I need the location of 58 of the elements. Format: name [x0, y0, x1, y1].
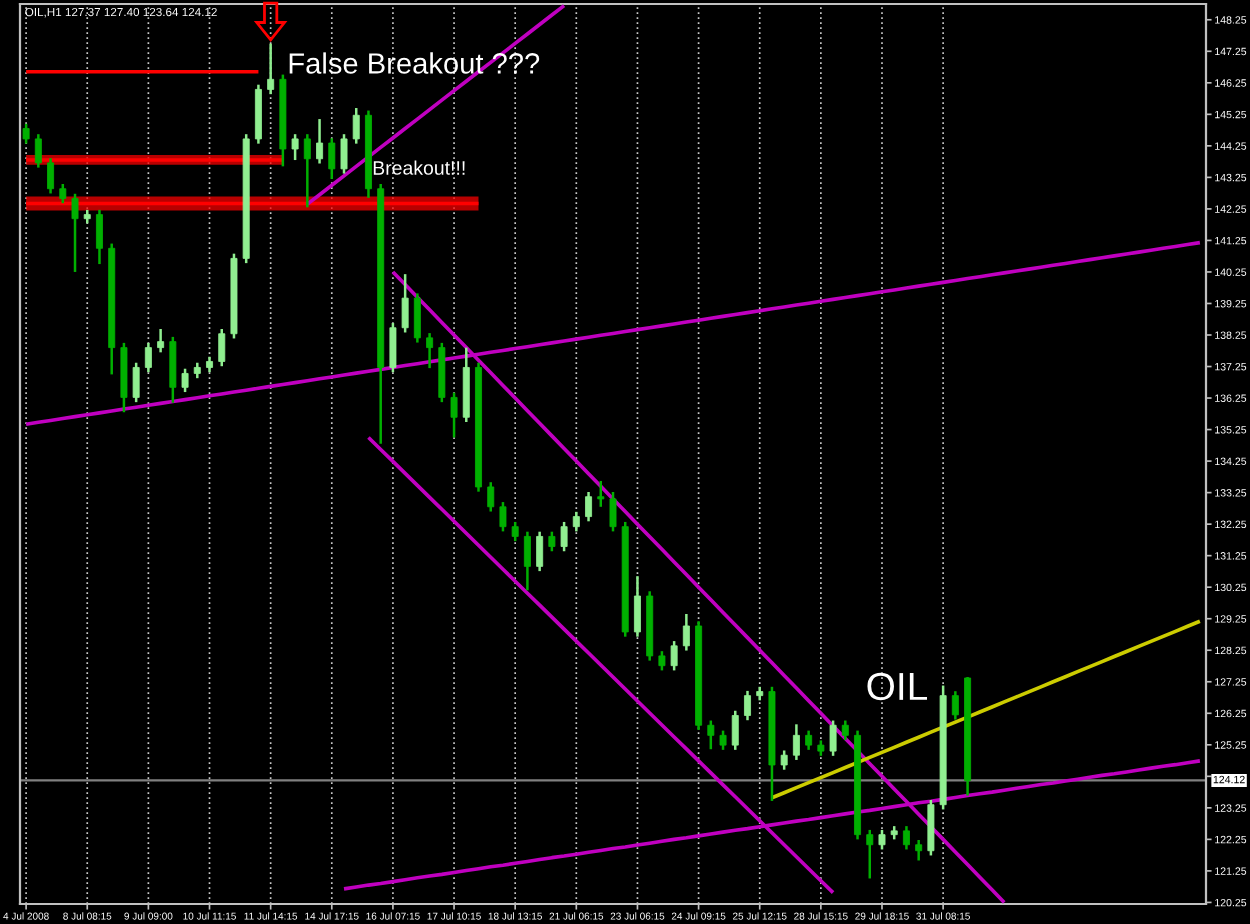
- candlestick: [218, 327, 226, 368]
- candlestick: [267, 42, 275, 96]
- candlestick: [829, 719, 837, 758]
- candlestick: [866, 828, 874, 880]
- candlestick: [511, 520, 519, 543]
- candlestick: [59, 182, 67, 205]
- candlestick: [328, 137, 336, 181]
- annotation: False Breakout ???: [289, 52, 540, 74]
- candlestick: [34, 132, 42, 169]
- candlestick: [401, 272, 409, 334]
- candlestick: [597, 479, 605, 509]
- candlestick: [572, 510, 580, 533]
- candlestick: [536, 530, 544, 573]
- candlestick: [585, 490, 593, 523]
- candlestick: [792, 723, 800, 762]
- candlestick: [413, 292, 421, 344]
- candlestick: [157, 327, 165, 354]
- candlestick: [902, 824, 910, 851]
- candlestick: [841, 719, 849, 742]
- candlestick: [609, 490, 617, 533]
- candlestick: [340, 132, 348, 175]
- candlestick: [951, 689, 959, 721]
- candlestick: [731, 709, 739, 752]
- candlestick: [352, 106, 360, 145]
- annotation: OIL: [867, 672, 928, 701]
- candlestick: [47, 156, 55, 195]
- candlestick: [71, 192, 79, 274]
- candlestick: [915, 838, 923, 862]
- candlestick: [499, 500, 507, 533]
- candlestick: [633, 574, 641, 638]
- line-series: [770, 619, 1202, 800]
- candlestick: [548, 530, 556, 553]
- candlestick: [719, 729, 727, 752]
- candlestick: [780, 749, 788, 771]
- candlestick: [707, 719, 715, 751]
- candlestick: [805, 729, 813, 752]
- candlestick: [291, 132, 299, 162]
- candlestick: [389, 321, 397, 374]
- candlestick: [22, 122, 30, 145]
- candlestick: [316, 117, 324, 165]
- candlestick: [682, 612, 690, 652]
- candlestick: [144, 341, 152, 374]
- candlestick: [487, 480, 495, 513]
- candlestick: [670, 639, 678, 672]
- candlestick: [132, 361, 140, 404]
- candlestick: [927, 798, 935, 857]
- candlestick: [426, 331, 434, 370]
- candlestick: [169, 335, 177, 405]
- candlestick: [878, 828, 886, 851]
- candlestick: [560, 520, 568, 553]
- annotation: Breakout!!!: [373, 160, 465, 175]
- candlestick: [96, 208, 103, 266]
- candlestick: [450, 391, 458, 439]
- candlestick: [744, 689, 751, 722]
- candlestick: [658, 649, 666, 672]
- candlestick: [181, 367, 189, 394]
- candlestick: [523, 530, 531, 592]
- candlestick: [303, 132, 311, 209]
